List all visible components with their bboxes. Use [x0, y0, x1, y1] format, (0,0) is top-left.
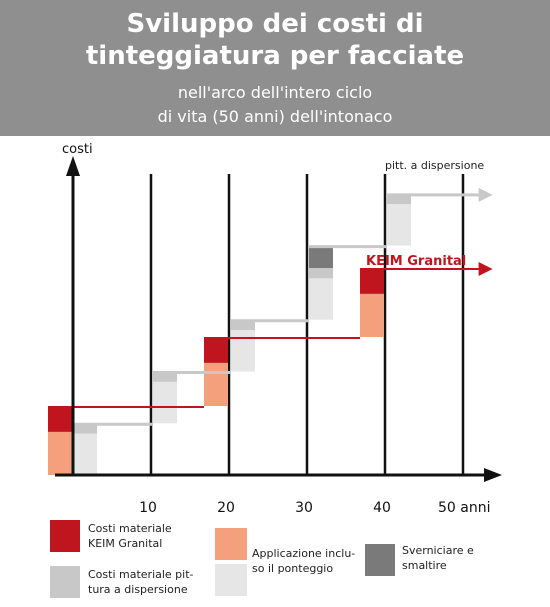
x-tick-label: 20 — [217, 500, 235, 516]
legend-swatch-keim-material — [50, 520, 80, 552]
bar-keim-material-20 — [204, 337, 228, 363]
legend-text-line: smaltire — [402, 559, 447, 572]
x-tick-label: 10 — [139, 500, 157, 516]
series-label-dispersion: pitt. a dispersione — [385, 159, 484, 172]
bar-dispersion-application-20 — [231, 330, 255, 372]
bar-keim-material-0 — [48, 406, 72, 432]
bar-keim-application-40 — [360, 293, 384, 337]
legend-text-line: Costi materiale — [88, 522, 172, 535]
bar-dispersion-material-20 — [231, 319, 255, 331]
cost-development-chart: costi 10 20 30 40 50 anni KEIM Granital pitt… — [48, 142, 502, 516]
legend-swatch-strip-dispose — [365, 544, 395, 576]
x-tick-label: 50 anni — [438, 500, 490, 516]
legend-swatch-application — [215, 528, 247, 560]
bar-dispersion-application-10 — [153, 381, 177, 424]
x-tick-label: 30 — [295, 500, 313, 516]
legend-text-line: KEIM Granital — [88, 537, 163, 550]
legend-label-application: Applicazione inclu- so il ponteggio — [252, 546, 355, 576]
year-grid-lines — [149, 174, 465, 475]
x-tick-label: 40 — [373, 500, 391, 516]
bar-dispersion-application-40 — [387, 204, 411, 246]
x-axis-arrow — [484, 468, 502, 482]
legend-label-strip-dispose: Sverniciare e smaltire — [402, 543, 474, 573]
chart-subtitle-line-1: nell'arco dell'intero ciclo — [177, 83, 373, 102]
legend-text-line: tura a dispersione — [88, 583, 188, 596]
bar-dispersion-material-0 — [73, 423, 97, 434]
legend-swatch-application-dispersion — [215, 564, 247, 596]
bar-dispersion-application-0 — [73, 433, 97, 475]
x-tick-labels: 10 20 30 40 50 anni — [139, 500, 490, 516]
bar-dispersion-strip-30 — [309, 245, 333, 268]
cumulative-step-lines — [48, 187, 493, 426]
bar-keim-application-20 — [204, 362, 228, 406]
legend-swatch-dispersion-material — [50, 566, 80, 598]
bar-dispersion-material-30 — [309, 268, 333, 279]
legend-text-line: Costi materiale pit- — [88, 568, 194, 581]
chart-title-line-1: Sviluppo dei costi di — [126, 9, 424, 39]
legend-label-dispersion-material: Costi materiale pit- tura a dispersione — [88, 567, 194, 597]
chart-title-line-2: tinteggiatura per facciate — [85, 41, 465, 71]
keim-arrow — [478, 262, 493, 276]
bar-dispersion-material-10 — [153, 371, 177, 382]
bar-dispersion-application-30 — [309, 278, 333, 320]
bar-dispersion-material-40 — [387, 193, 411, 205]
legend-text-line: Applicazione inclu- — [252, 547, 356, 560]
legend-label-keim-material: Costi materiale KEIM Granital — [88, 521, 172, 551]
legend-text-line: Sverniciare e — [402, 544, 474, 557]
y-axis-arrow — [66, 156, 80, 176]
axes — [55, 156, 502, 482]
chart-header: Sviluppo dei costi di tinteggiatura per … — [0, 0, 550, 136]
bar-keim-material-40 — [360, 268, 384, 294]
legend-text-line: so il ponteggio — [252, 562, 334, 575]
y-axis-label: costi — [62, 142, 93, 157]
bar-keim-application-0 — [48, 431, 72, 475]
chart-subtitle-line-2: di vita (50 anni) dell'intonaco — [157, 107, 393, 126]
dispersion-arrow — [478, 187, 493, 202]
series-label-keim: KEIM Granital — [366, 254, 466, 269]
